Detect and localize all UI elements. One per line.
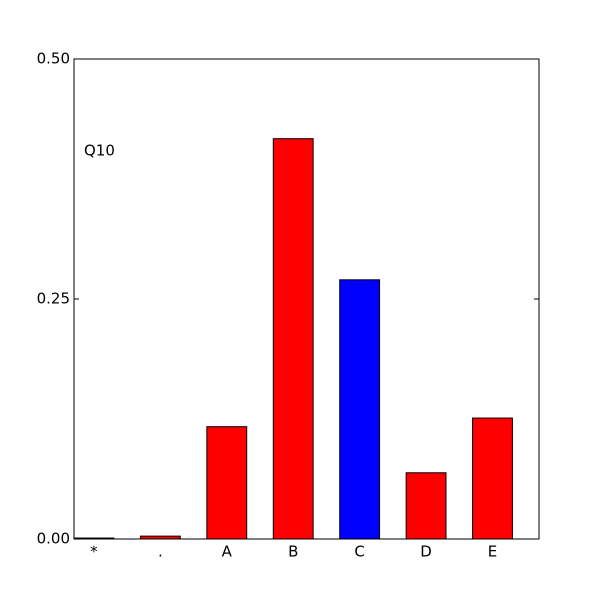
- bar: [405, 472, 447, 540]
- bar: [272, 138, 314, 540]
- x-tick-label: .: [158, 543, 163, 561]
- x-tick-label: E: [488, 543, 497, 561]
- bar: [339, 279, 381, 540]
- x-tick-label: C: [354, 543, 364, 561]
- x-tick-label: *: [90, 543, 98, 561]
- x-tick-label: D: [420, 543, 432, 561]
- annotation: Q10: [84, 142, 115, 160]
- y-tick-label: 0.50: [37, 50, 70, 68]
- y-tick-label: 0.25: [37, 290, 70, 308]
- y-tick-label: 0.00: [37, 530, 70, 548]
- bar: [206, 426, 248, 540]
- x-tick-label: B: [288, 543, 298, 561]
- x-tick-label: A: [222, 543, 233, 561]
- bar: [472, 417, 513, 540]
